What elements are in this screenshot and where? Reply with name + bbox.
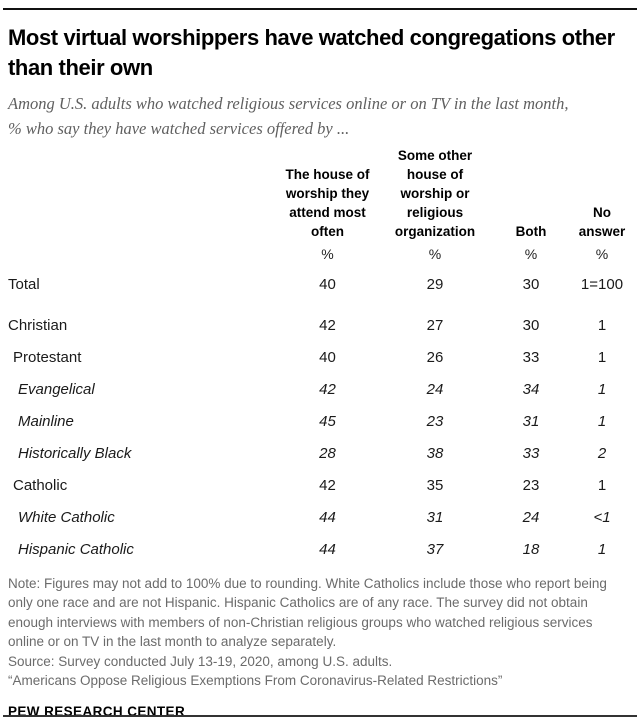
cell-value: 33 (522, 445, 540, 462)
cell-value: 24 (522, 509, 540, 526)
table-row: Historically Black 28 38 33 2 (8, 438, 632, 470)
cell-value: 40 (319, 349, 336, 366)
note-text: Note: Figures may not add to 100% due to… (8, 575, 607, 650)
cell-value: 1 (597, 381, 607, 398)
cell-value: 37 (426, 541, 444, 558)
cell-value: 45 (319, 413, 336, 430)
cell-value: 1 (597, 541, 607, 558)
cell-value: <1 (593, 509, 611, 526)
row-label: Mainline (18, 413, 74, 430)
cell-value: 26 (426, 349, 444, 366)
unit-empty-cell (8, 243, 275, 268)
row-label: Historically Black (18, 445, 132, 462)
column-header-no-answer: No answer (578, 205, 626, 239)
cell-value: 1 (597, 477, 607, 494)
column-header-house-attend: The house of worship they attend most of… (285, 167, 370, 239)
cell-value: 1 (597, 413, 607, 430)
cell-value: 23 (522, 477, 540, 494)
cell-value: 23 (426, 413, 444, 430)
row-label: Hispanic Catholic (18, 541, 134, 558)
brand-pew-research-center: PEW RESEARCH CENTER (8, 703, 186, 719)
cell-value: 18 (522, 541, 540, 558)
cell-value: 38 (426, 445, 444, 462)
unit-cell: % (321, 246, 334, 262)
bottom-rule (3, 715, 637, 717)
page-title: Most virtual worshippers have watched co… (8, 25, 615, 80)
cell-value: 28 (319, 445, 336, 462)
cell-value: 24 (426, 381, 444, 398)
data-table: The house of worship they attend most of… (8, 141, 632, 566)
table-row: Christian 42 27 30 1 (8, 310, 632, 342)
row-label: Total (8, 275, 40, 293)
table-row: Evangelical 42 24 34 1 (8, 374, 632, 406)
cell-value: 29 (426, 275, 444, 293)
cell-value: 35 (426, 477, 444, 494)
cell-value: 27 (426, 317, 444, 334)
row-label: Protestant (13, 349, 82, 366)
cell-value: 30 (522, 317, 540, 334)
cell-value: 33 (522, 349, 540, 366)
cell-value: 44 (319, 509, 336, 526)
quote-text: “Americans Oppose Religious Exemptions F… (8, 673, 503, 688)
row-label: Christian (8, 317, 68, 334)
cell-value: 30 (522, 275, 540, 293)
cell-value: 1=100 (580, 275, 624, 293)
unit-cell: % (428, 246, 442, 262)
cell-value: 1 (597, 349, 607, 366)
cell-value: 42 (319, 317, 336, 334)
column-header-both: Both (515, 224, 547, 239)
cell-value: 31 (426, 509, 444, 526)
row-label: Catholic (13, 477, 68, 494)
chart-subtitle: Among U.S. adults who watched religious … (8, 94, 569, 138)
table-row: Hispanic Catholic 44 37 18 1 (8, 534, 632, 566)
cell-value: 42 (319, 381, 336, 398)
table-body: Total 40 29 30 1=100 Christian 42 27 30 1 Protesta… (8, 268, 632, 566)
cell-value: 42 (319, 477, 336, 494)
cell-value: 34 (522, 381, 540, 398)
cell-value: 40 (319, 275, 336, 293)
table-row: Total 40 29 30 1=100 (8, 268, 632, 310)
row-label: Evangelical (18, 381, 95, 398)
table-row: Catholic 42 35 23 1 (8, 470, 632, 502)
source-text: Source: Survey conducted July 13-19, 202… (8, 653, 393, 669)
unit-cell: % (595, 246, 609, 262)
cell-value: 31 (522, 413, 540, 430)
top-rule (3, 8, 637, 10)
cell-value: 1 (597, 317, 607, 334)
column-header-other-house: Some other house of worship or religious… (394, 148, 476, 239)
cell-value: 44 (319, 541, 336, 558)
table-row: Mainline 45 23 31 1 (8, 406, 632, 438)
table-row: Protestant 40 26 33 1 (8, 342, 632, 374)
corner-cell (8, 141, 275, 243)
table-row: White Catholic 44 31 24 <1 (8, 502, 632, 534)
row-label: White Catholic (18, 509, 115, 526)
unit-cell: % (524, 246, 538, 262)
unit-row: % % % % (8, 243, 632, 268)
cell-value: 2 (597, 445, 607, 462)
column-header-row: The house of worship they attend most of… (8, 141, 632, 243)
